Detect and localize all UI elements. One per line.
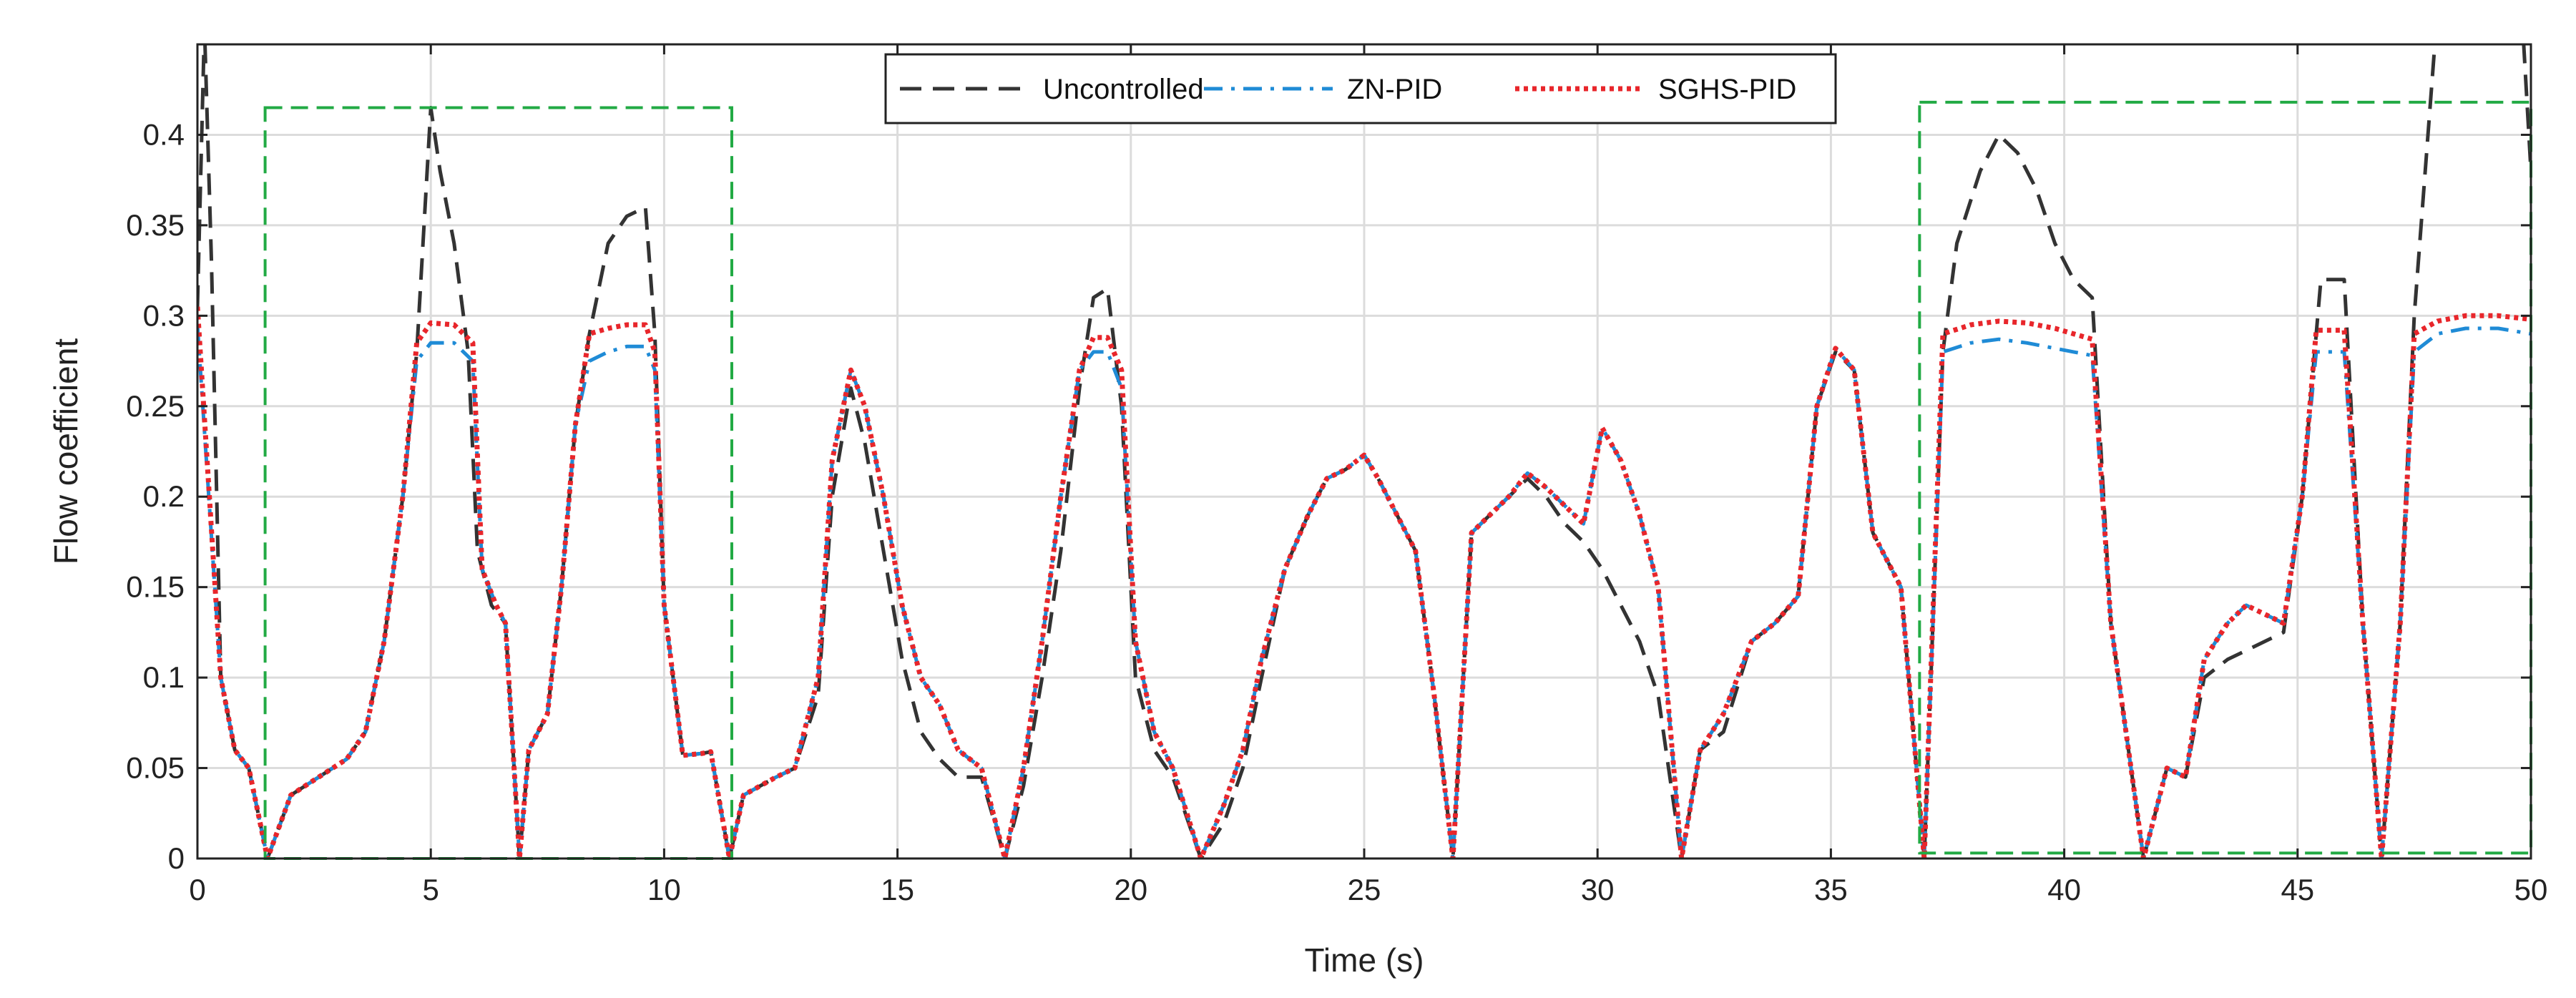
series-lines xyxy=(197,44,2531,858)
y-axis-title: Flow coefficient xyxy=(47,338,84,564)
axis-ticks xyxy=(196,44,2532,860)
x-tick-label: 15 xyxy=(881,873,914,906)
x-tick-label: 40 xyxy=(2047,873,2081,906)
x-tick-label: 30 xyxy=(1581,873,1615,906)
x-tick-label: 45 xyxy=(2281,873,2314,906)
series-line-uncontrolled xyxy=(197,44,2531,858)
x-tick-label: 5 xyxy=(423,873,439,906)
y-tick-label: 0.15 xyxy=(126,570,185,604)
y-tick-label: 0.25 xyxy=(126,389,185,423)
y-tick-label: 0.4 xyxy=(143,117,185,151)
legend-label: Uncontrolled xyxy=(1043,74,1204,105)
y-tick-label: 0.2 xyxy=(143,479,185,513)
legend: Uncontrolled ZN-PID SGHS-PID xyxy=(884,53,1837,124)
series-line-sghs-pid xyxy=(197,306,2531,858)
y-tick-label: 0.3 xyxy=(143,298,185,332)
x-tick-label: 20 xyxy=(1114,873,1147,906)
legend-label: ZN-PID xyxy=(1347,74,1442,105)
y-tick-labels: 0 0.05 0.1 0.15 0.2 0.25 0.3 0.35 0.4 xyxy=(126,117,185,875)
legend-box xyxy=(884,53,1837,124)
x-tick-label: 25 xyxy=(1348,873,1381,906)
y-tick-label: 0.35 xyxy=(126,208,185,242)
grid-lines xyxy=(197,44,2531,858)
x-tick-label: 10 xyxy=(647,873,681,906)
x-axis-title: Time (s) xyxy=(1305,941,1424,979)
x-tick-labels: 0 5 10 15 20 25 30 35 40 45 50 xyxy=(189,873,2547,906)
x-tick-label: 50 xyxy=(2514,873,2548,906)
x-tick-label: 35 xyxy=(1814,873,1848,906)
series-line-zn-pid xyxy=(197,324,2531,858)
x-tick-label: 0 xyxy=(189,873,205,906)
y-tick-label: 0.1 xyxy=(143,660,185,694)
legend-label: SGHS-PID xyxy=(1658,74,1796,105)
y-tick-label: 0.05 xyxy=(126,751,185,785)
y-tick-label: 0 xyxy=(168,841,185,875)
